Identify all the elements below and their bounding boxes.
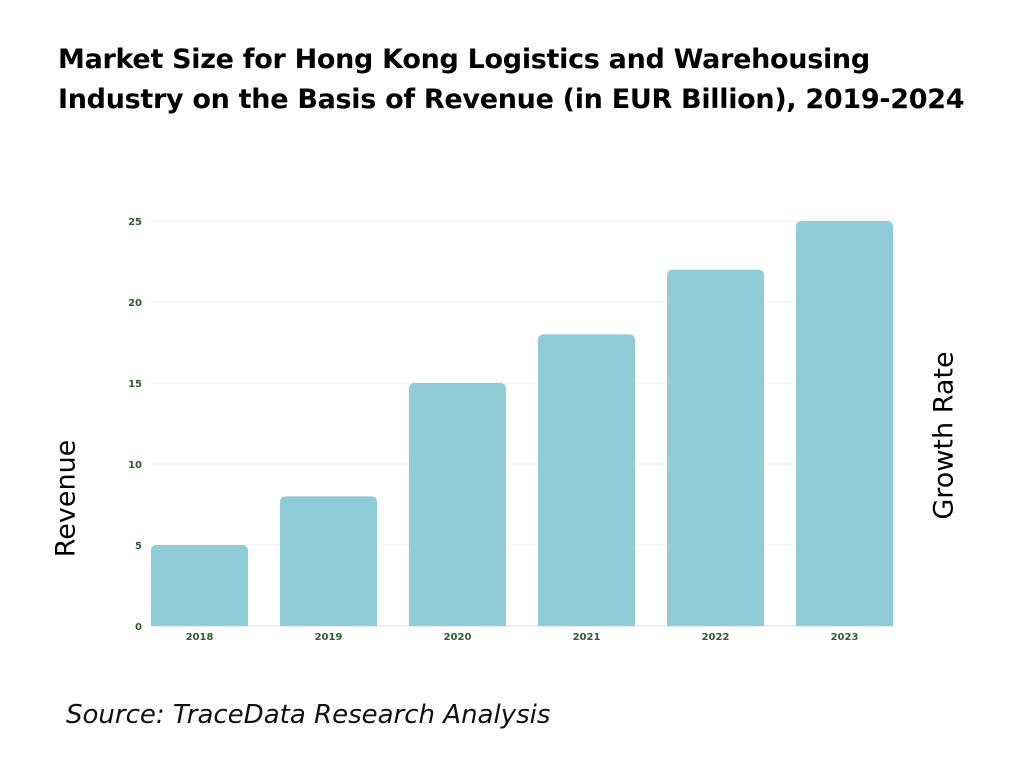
bar [538,334,635,626]
chart-title: Market Size for Hong Kong Logistics and … [58,40,965,120]
x-tick-label: 2020 [444,632,472,643]
y-tick-label: 15 [128,379,142,390]
bar [667,269,764,626]
bar [280,496,377,626]
y-tick-label: 5 [135,541,142,552]
bar [151,545,248,626]
title-line-1: Market Size for Hong Kong Logistics and … [58,44,870,75]
x-tick-label: 2022 [702,632,730,643]
x-tick-label: 2023 [831,632,859,643]
x-tick-label: 2019 [315,632,343,643]
source-note: Source: TraceData Research Analysis [66,700,551,730]
bar [409,383,506,626]
x-tick-label: 2018 [186,632,214,643]
title-line-2: Industry on the Basis of Revenue (in EUR… [58,84,965,115]
y-tick-label: 0 [135,622,142,633]
y-tick-label: 10 [128,460,142,471]
bar [796,221,893,626]
y-tick-label: 25 [128,217,142,228]
y-tick-label: 20 [128,298,142,309]
x-tick-label: 2021 [573,632,601,643]
